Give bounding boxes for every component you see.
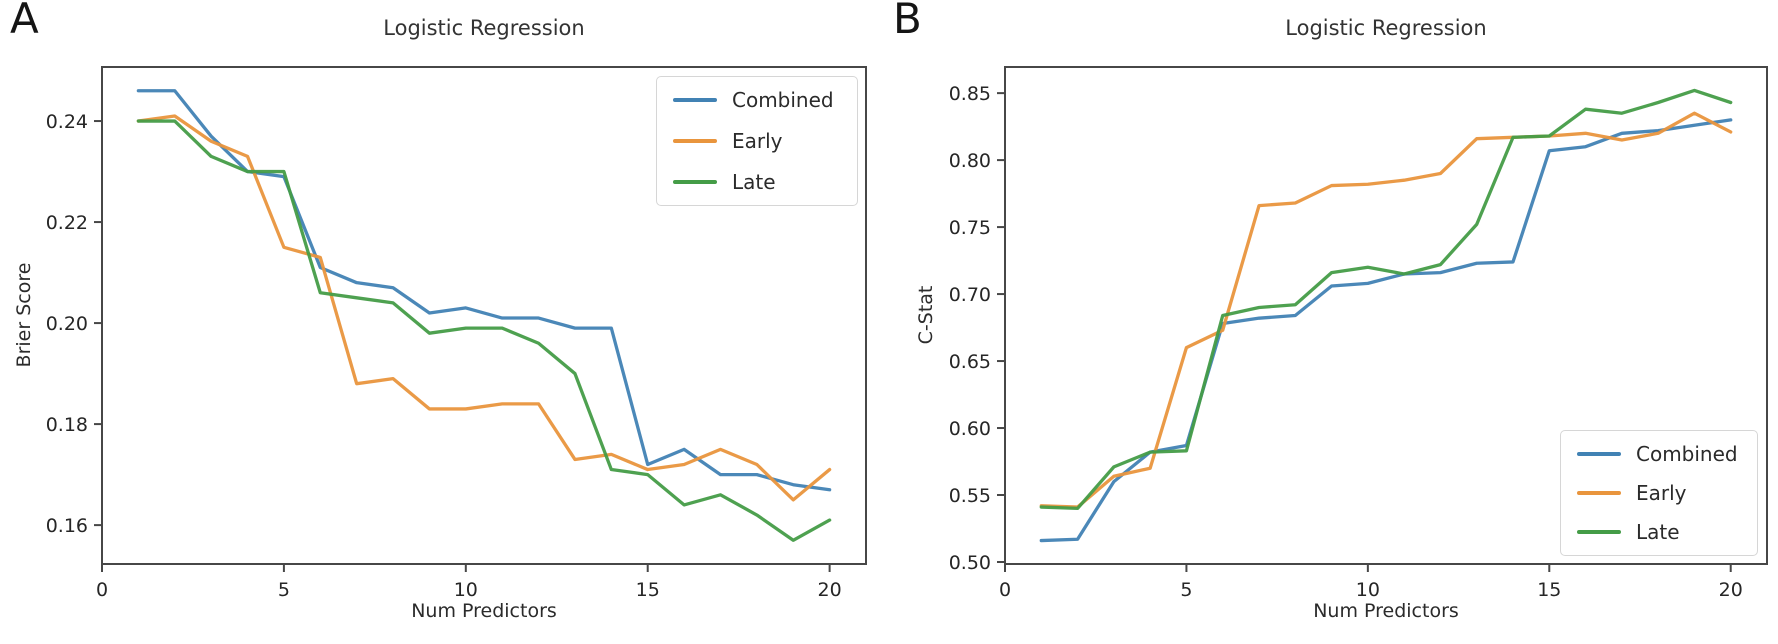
x-tick-label: 0 xyxy=(999,579,1011,601)
y-tick-label: 0.22 xyxy=(46,212,88,234)
legend-swatch-combined xyxy=(1577,452,1621,456)
x-axis-label-a: Num Predictors xyxy=(411,600,557,622)
legend-label-late: Late xyxy=(1636,520,1680,544)
legend-label-early: Early xyxy=(1636,481,1687,505)
y-tick-label: 0.55 xyxy=(949,485,991,507)
y-tick-label: 0.80 xyxy=(949,150,991,172)
y-tick-label: 0.24 xyxy=(46,111,88,133)
legend-swatch-early xyxy=(1577,491,1621,495)
legend-label-late: Late xyxy=(732,170,776,194)
x-tick-label: 10 xyxy=(1356,579,1380,601)
legend-label-combined: Combined xyxy=(732,88,834,112)
legend-swatch-late xyxy=(673,180,717,184)
axes-frame xyxy=(1004,66,1768,565)
legend-swatch-combined xyxy=(673,98,717,102)
y-tick-label: 0.16 xyxy=(46,515,88,537)
x-axis-label-b: Num Predictors xyxy=(1313,600,1459,622)
x-tick-label: 5 xyxy=(278,579,290,601)
y-tick-label: 0.85 xyxy=(949,83,991,105)
y-tick-label: 0.20 xyxy=(46,313,88,335)
legend-swatch-late xyxy=(1577,530,1621,534)
legend-row: Early xyxy=(673,131,841,151)
legend-row: Combined xyxy=(1577,444,1741,464)
chart-title-a: Logistic Regression xyxy=(383,16,585,40)
y-axis-label-b: C-Stat xyxy=(915,285,937,345)
x-tick-label: 0 xyxy=(96,579,108,601)
y-tick-label: 0.50 xyxy=(949,552,991,574)
x-tick-label: 5 xyxy=(1180,579,1192,601)
series-line-late xyxy=(1039,88,1733,511)
x-tick-label: 20 xyxy=(1719,579,1743,601)
legend-label-early: Early xyxy=(732,129,783,153)
x-tick-label: 20 xyxy=(818,579,842,601)
y-tick-label: 0.75 xyxy=(949,217,991,239)
x-tick-label: 15 xyxy=(1537,579,1561,601)
legend-a: Combined Early Late xyxy=(656,76,858,206)
panel-letter-b: B xyxy=(893,0,922,43)
y-tick-label: 0.70 xyxy=(949,284,991,306)
y-tick-label: 0.60 xyxy=(949,418,991,440)
panel-letter-a: A xyxy=(10,0,39,43)
legend-label-combined: Combined xyxy=(1636,442,1738,466)
legend-row: Late xyxy=(1577,522,1741,542)
legend-row: Combined xyxy=(673,90,841,110)
x-tick-label: 15 xyxy=(636,579,660,601)
legend-row: Early xyxy=(1577,483,1741,503)
chart-title-b: Logistic Regression xyxy=(1285,16,1487,40)
series-line-early xyxy=(1039,111,1733,509)
x-tick-label: 10 xyxy=(454,579,478,601)
y-tick-label: 0.18 xyxy=(46,414,88,436)
y-axis-label-a: Brier Score xyxy=(13,262,35,368)
legend-b: Combined Early Late xyxy=(1560,430,1758,556)
axes-frame xyxy=(101,66,867,565)
series-line-late xyxy=(136,119,832,542)
y-tick-label: 0.65 xyxy=(949,351,991,373)
legend-row: Late xyxy=(673,172,841,192)
legend-swatch-early xyxy=(673,139,717,143)
